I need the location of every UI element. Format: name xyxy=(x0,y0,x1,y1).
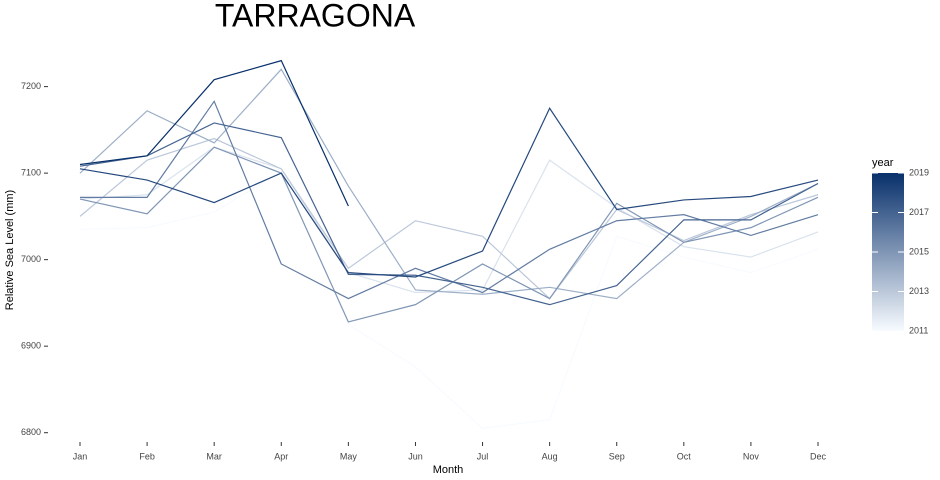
x-tick-label: Mar xyxy=(206,451,222,461)
x-tick-label: May xyxy=(340,451,358,461)
colorbar-label: 2015 xyxy=(909,246,929,256)
series-line xyxy=(80,100,819,300)
colorbar-label: 2013 xyxy=(909,286,929,296)
series-line xyxy=(79,122,819,306)
y-tick-label: 7000 xyxy=(21,254,41,264)
series-line xyxy=(79,68,819,300)
y-tick-label: 7100 xyxy=(21,168,41,178)
y-tick-label: 6900 xyxy=(21,341,41,351)
x-tick-label: Oct xyxy=(677,451,692,461)
series-line xyxy=(79,59,349,207)
x-tick-label: Dec xyxy=(810,451,827,461)
x-tick-label: Jan xyxy=(73,451,88,461)
x-tick-label: Nov xyxy=(743,451,760,461)
colorbar-label: 2019 xyxy=(909,167,929,177)
x-tick-label: Jun xyxy=(408,451,423,461)
x-tick-label: Apr xyxy=(274,451,288,461)
colorbar-label: 2011 xyxy=(909,325,928,335)
series-line xyxy=(79,170,819,430)
x-tick-label: Aug xyxy=(542,451,558,461)
x-tick-label: Sep xyxy=(609,451,625,461)
series-line xyxy=(79,146,819,294)
series-line xyxy=(79,137,819,300)
y-tick-label: 7200 xyxy=(21,81,41,91)
x-tick-label: Feb xyxy=(139,451,155,461)
series-line xyxy=(79,146,819,323)
series-line xyxy=(79,107,819,278)
y-axis-title: Relative Sea Level (mm) xyxy=(4,190,16,310)
colorbar-label: 2017 xyxy=(909,207,929,217)
x-tick-label: Jul xyxy=(477,451,489,461)
y-tick-label: 6800 xyxy=(21,427,41,437)
legend-title: year xyxy=(872,157,894,169)
chart-title: TARRAGONA xyxy=(215,0,416,33)
x-axis-title: Month xyxy=(433,464,464,476)
